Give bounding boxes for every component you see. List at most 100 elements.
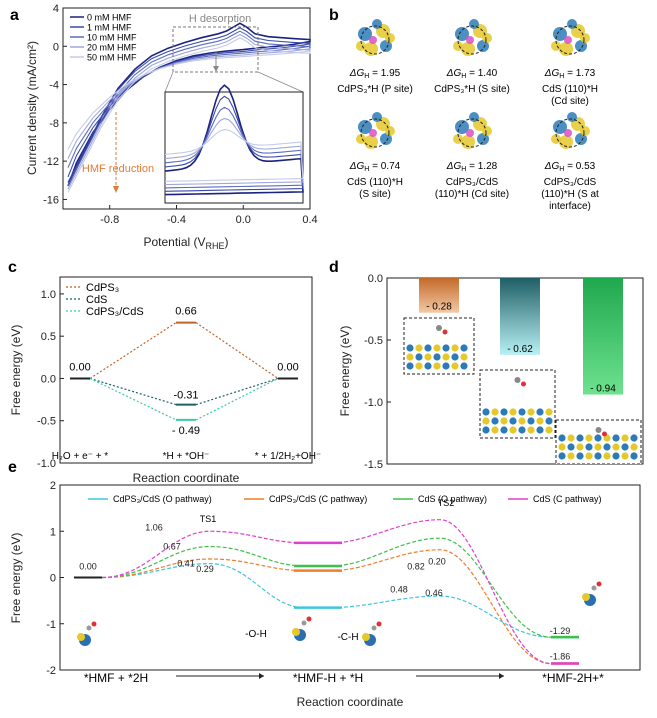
structure-inset-d-2 — [479, 369, 556, 439]
xlabel-c: Reaction coordinate — [133, 471, 240, 485]
atom — [500, 426, 508, 434]
atom — [451, 362, 459, 370]
atom — [482, 126, 492, 136]
atom — [559, 135, 573, 149]
h-desorption-label: H desorption — [189, 13, 251, 25]
y-tick-label-e: 1 — [50, 526, 56, 538]
atom — [621, 434, 629, 442]
cv-curve-50-mm-hmf — [67, 37, 311, 193]
atom — [567, 443, 575, 451]
atom — [77, 633, 85, 641]
atom — [536, 408, 544, 416]
site-circle — [360, 118, 390, 148]
atom — [442, 362, 450, 370]
atom — [564, 36, 572, 44]
atom — [380, 40, 392, 52]
atom — [585, 443, 593, 451]
atom — [509, 417, 517, 425]
ts-label: TS1 — [200, 514, 217, 524]
atom — [500, 417, 508, 425]
site-structure-2 — [453, 19, 492, 56]
atom — [491, 426, 499, 434]
atom — [376, 621, 382, 627]
atom — [576, 443, 584, 451]
axis-ticks-d: 0.0 -0.5 -1.0 -1.5 — [364, 273, 391, 471]
legend-label-e: CdPS₃/CdS (O pathway) — [113, 494, 212, 504]
site-name: (110)*H (S at — [541, 189, 599, 200]
site-circle — [360, 25, 390, 55]
legend-label-e: CdS (O pathway) — [418, 494, 487, 504]
value-label-e: 0.48 — [390, 584, 408, 594]
site-name: CdPS₃*H (P site) — [337, 84, 413, 95]
axis-ticks-a: -0.8 -0.4 0.0 0.4 4 0 -4 -8 -12 -16 — [43, 3, 318, 226]
value-label-e: 0.20 — [428, 556, 446, 566]
axis-ticks-e: 2 1 0 -1 -2 — [46, 480, 64, 677]
atom — [466, 129, 474, 137]
ylabel-a: Current density (mA/cm²) — [25, 41, 39, 175]
atom — [91, 621, 97, 627]
value-label-e: 1.06 — [145, 522, 163, 532]
x-tick-label-a: -0.8 — [100, 214, 119, 226]
site-name: (110)*H (Cd site) — [435, 189, 509, 200]
y-tick-label-c: 0.0 — [41, 373, 56, 385]
free-energy-paths-e — [74, 519, 579, 665]
x-tick-label-a: 0.4 — [302, 214, 317, 226]
molecule-atom — [602, 431, 607, 437]
atom — [451, 344, 459, 352]
atom — [509, 426, 517, 434]
reaction-arrowhead — [259, 673, 264, 679]
atom — [86, 625, 92, 631]
value-labels-e: 0.00 1.060.67 0.410.29 0.48 0.82 0.46 0.20 -1.2… — [79, 498, 570, 662]
x-tick-label-a: 0.0 — [236, 214, 251, 226]
legend-label-e: CdPS₃/CdS (C pathway) — [269, 494, 367, 504]
atom — [477, 40, 489, 52]
site-structure-1 — [356, 19, 395, 56]
panel-label-b: b — [329, 7, 339, 24]
x-category-c: H₂O + e⁻ + * — [52, 451, 109, 462]
atom — [491, 408, 499, 416]
y-tick-label-e: -1 — [46, 619, 56, 631]
atom — [564, 129, 572, 137]
atom — [580, 33, 590, 43]
atom — [612, 452, 620, 460]
atom — [558, 434, 566, 442]
y-tick-label-d: -1.5 — [364, 459, 383, 471]
delta-g-label: ΔGH = 1.28 — [446, 161, 498, 173]
atom — [482, 408, 490, 416]
legend-label-e: CdS (C pathway) — [533, 494, 602, 504]
y-tick-label-e: 0 — [50, 573, 56, 585]
delta-g-label: ΔGH = 0.53 — [544, 161, 596, 173]
atom — [460, 362, 468, 370]
atom — [406, 353, 414, 361]
atom — [576, 434, 584, 442]
atom — [518, 408, 526, 416]
bar-d — [419, 278, 459, 313]
zoom-line-2 — [257, 71, 304, 93]
atom — [527, 417, 535, 425]
path-e-3 — [101, 519, 552, 665]
atom — [415, 344, 423, 352]
atom — [567, 452, 575, 460]
atom — [612, 434, 620, 442]
atom — [518, 417, 526, 425]
atom — [433, 344, 441, 352]
atom — [424, 353, 432, 361]
h-desorption-box — [172, 26, 259, 73]
path-cds — [89, 377, 279, 406]
legend-label-a: 50 mM HMF — [87, 53, 137, 63]
site-structure-3 — [551, 19, 590, 56]
atom — [576, 452, 584, 460]
atom — [558, 452, 566, 460]
bar-value-label-d: - 0.94 — [590, 384, 616, 395]
ts-label: TS2 — [438, 498, 455, 508]
atom — [364, 42, 378, 56]
molecule-atom — [514, 377, 521, 383]
zoom-line-1 — [164, 71, 174, 93]
atom — [292, 628, 300, 636]
path-e-0 — [101, 563, 552, 638]
legend-e: CdPS₃/CdS (O pathway) CdPS₃/CdS (C pathwa… — [88, 494, 602, 504]
atom — [460, 344, 468, 352]
path-e-1 — [101, 549, 552, 665]
